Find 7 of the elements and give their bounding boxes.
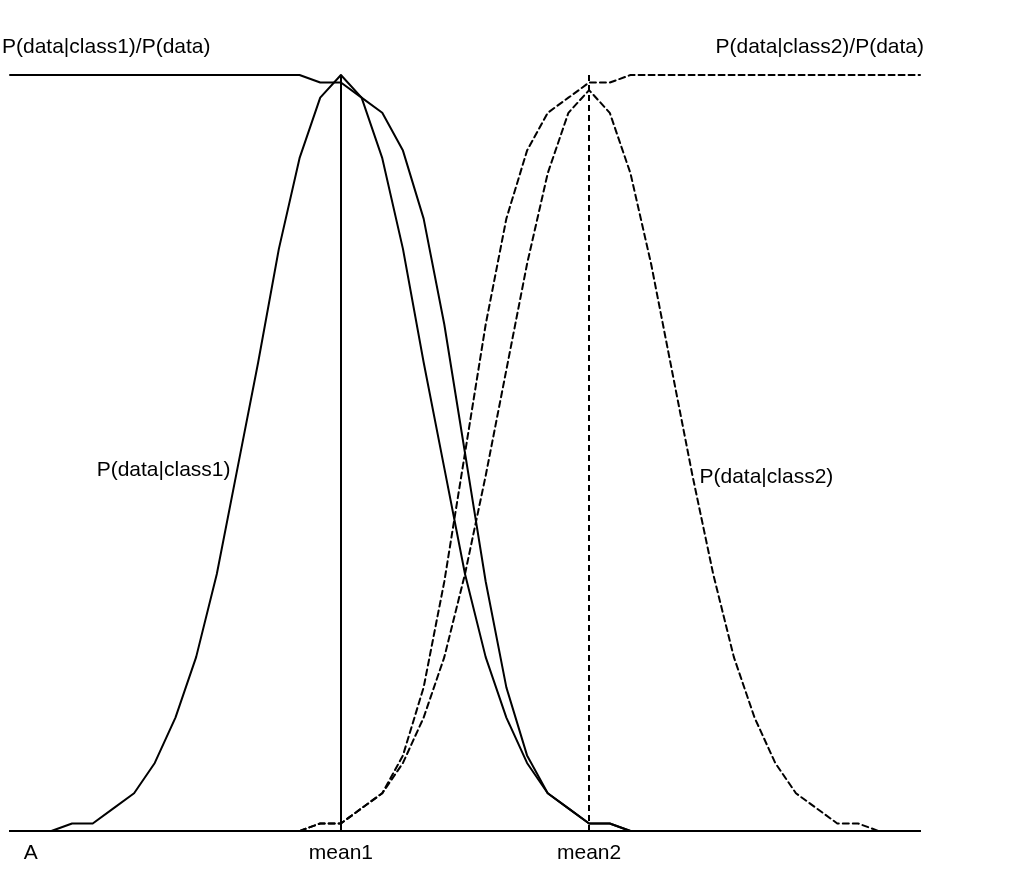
series-label: P(data|class1)/P(data) — [2, 34, 211, 57]
x-tick-label: mean2 — [556, 840, 622, 863]
series-label: P(data|class2) — [699, 464, 834, 488]
x-tick-label: mean1 — [308, 840, 374, 863]
series-label: P(data|class1) — [96, 456, 231, 480]
series-label: P(data|class2)/P(data) — [715, 34, 924, 57]
x-tick-label: A — [23, 840, 38, 863]
